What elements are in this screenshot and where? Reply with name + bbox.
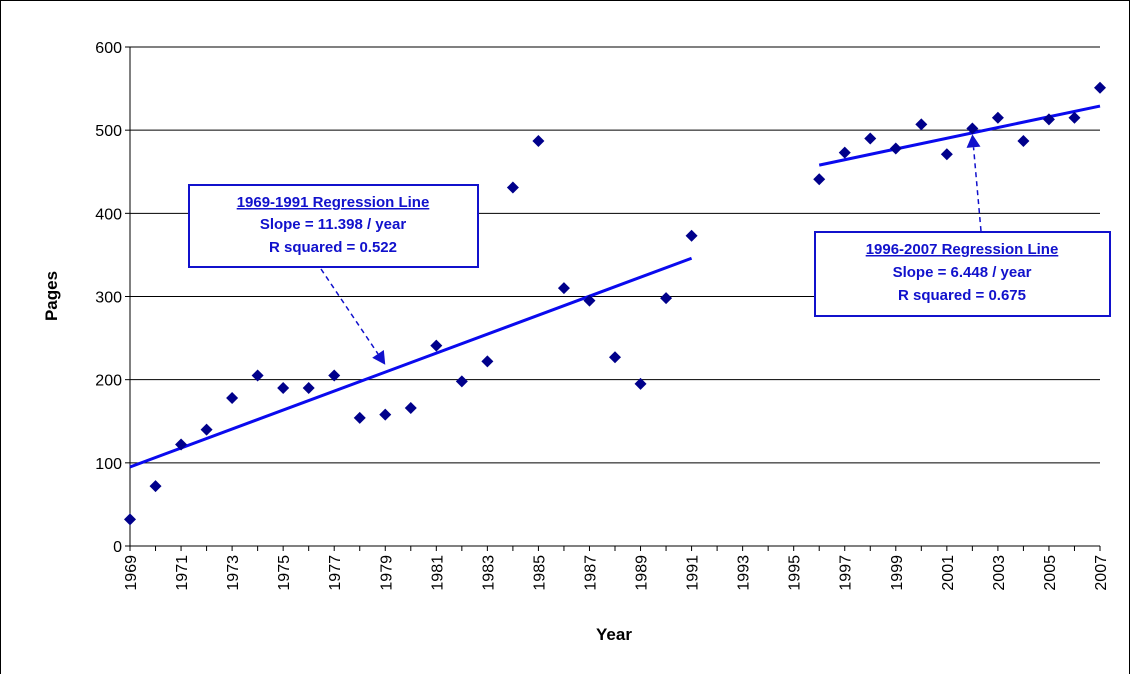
- axes: [125, 46, 1101, 551]
- x-tick-label-1991: 1991: [685, 555, 702, 591]
- data-point-1971: [175, 438, 188, 451]
- data-point-1985: [532, 134, 545, 147]
- annotation-2-title: 1996-2007 Regression Line: [866, 241, 1059, 258]
- data-point-1972: [200, 423, 213, 436]
- x-tick-label-1983: 1983: [480, 555, 497, 591]
- y-tick-label-0: 0: [113, 539, 122, 556]
- data-point-1987: [583, 294, 596, 307]
- data-points: [124, 81, 1106, 526]
- data-point-1979: [379, 408, 392, 421]
- annotation-arrow-1-shaft: [320, 268, 379, 355]
- data-point-2007: [1094, 81, 1106, 94]
- x-tick-label-2001: 2001: [940, 555, 957, 591]
- annotation-arrow-2-head: [966, 134, 981, 148]
- annotation-2-slope: Slope = 6.448 / year: [893, 264, 1032, 281]
- regression-lines: [129, 104, 1101, 469]
- y-axis-title: Pages: [42, 271, 61, 321]
- data-point-2002: [966, 122, 979, 135]
- annotation-box-2: 1996-2007 Regression Line Slope = 6.448 …: [814, 231, 1111, 317]
- data-point-1977: [328, 369, 341, 382]
- annotation-arrow-2-shaft: [972, 147, 982, 232]
- data-point-1974: [251, 369, 264, 382]
- x-tick-label-1995: 1995: [787, 555, 804, 591]
- x-tick-label-1971: 1971: [174, 555, 191, 591]
- annotation-1-slope: Slope = 11.398 / year: [260, 216, 407, 233]
- data-point-2003: [991, 111, 1004, 124]
- x-axis-title: Year: [596, 625, 632, 644]
- regression-line-1: [129, 256, 693, 469]
- data-point-1980: [404, 401, 417, 414]
- data-point-2005: [1042, 113, 1055, 126]
- data-point-1975: [277, 381, 290, 394]
- data-point-1983: [481, 355, 494, 368]
- data-point-1984: [506, 181, 519, 194]
- x-tick-label-1993: 1993: [736, 555, 753, 591]
- annotation-1-rsquared: R squared = 0.522: [269, 239, 397, 256]
- y-tick-label-200: 200: [95, 373, 122, 390]
- x-tick-label-2003: 2003: [991, 555, 1008, 591]
- x-tick-label-1987: 1987: [582, 555, 599, 591]
- data-point-2000: [915, 118, 928, 131]
- data-point-1988: [609, 351, 621, 364]
- data-point-1999: [889, 142, 902, 155]
- data-point-1978: [353, 411, 366, 424]
- x-tick-label-2007: 2007: [1093, 555, 1110, 591]
- y-tick-label-100: 100: [95, 456, 122, 473]
- data-point-2006: [1068, 111, 1081, 124]
- x-tick-label-1997: 1997: [838, 555, 855, 591]
- annotation-box-1: 1969-1991 Regression Line Slope = 11.398…: [188, 184, 479, 268]
- data-point-1991: [685, 229, 698, 242]
- data-point-1969: [124, 513, 136, 526]
- annotation-1-title: 1969-1991 Regression Line: [237, 194, 430, 211]
- data-point-2001: [940, 148, 953, 161]
- y-tick-label-400: 400: [95, 206, 122, 223]
- annotation-arrows: [320, 134, 982, 365]
- y-tick-label-600: 600: [95, 40, 122, 57]
- data-point-1990: [660, 292, 673, 305]
- annotation-arrow-1-head: [372, 350, 386, 365]
- annotation-2-rsquared: R squared = 0.675: [898, 287, 1026, 304]
- data-point-1976: [302, 381, 315, 394]
- data-point-1986: [557, 282, 570, 295]
- data-point-1982: [455, 375, 468, 388]
- y-tick-label-500: 500: [95, 123, 122, 140]
- data-point-2004: [1017, 134, 1030, 147]
- data-point-1970: [149, 480, 162, 493]
- data-point-1973: [226, 391, 239, 404]
- annotation-arrow-1: [320, 268, 386, 365]
- data-point-1996: [813, 173, 826, 186]
- x-tick-label-1975: 1975: [276, 555, 293, 591]
- x-tick-label-1981: 1981: [429, 555, 446, 591]
- x-tick-label-2005: 2005: [1042, 555, 1059, 591]
- y-tick-labels: 0 100 200 300 400 500 600: [95, 40, 122, 556]
- x-tick-label-1973: 1973: [225, 555, 242, 591]
- x-tick-labels: 1969 1971 1973 1975 1977 1979 1981 1983 1985 1987…: [123, 555, 1110, 591]
- x-tick-label-1969: 1969: [123, 555, 140, 591]
- data-point-1998: [864, 132, 877, 145]
- annotation-arrow-2: [966, 134, 982, 232]
- data-point-1989: [634, 377, 647, 390]
- x-tick-label-1977: 1977: [327, 555, 344, 591]
- x-tick-label-1985: 1985: [531, 555, 548, 591]
- data-point-1997: [838, 146, 851, 159]
- x-tick-label-1979: 1979: [378, 555, 395, 591]
- data-point-1981: [430, 339, 443, 352]
- x-tick-label-1999: 1999: [889, 555, 906, 591]
- regression-line-2: [818, 104, 1101, 167]
- x-tick-label-1989: 1989: [634, 555, 651, 591]
- y-tick-label-300: 300: [95, 290, 122, 307]
